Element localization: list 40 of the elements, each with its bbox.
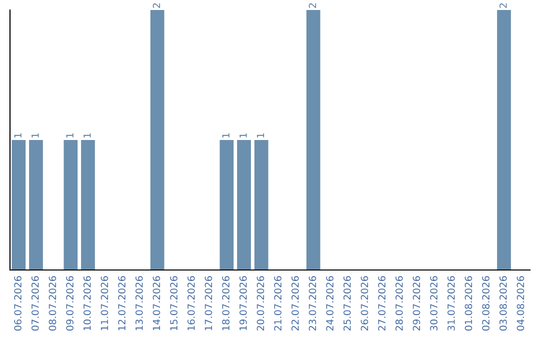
x-tick-label: 06.07.2026	[14, 276, 22, 331]
x-tick-label: 26.07.2026	[360, 276, 368, 331]
data-label: 1	[84, 133, 91, 138]
x-tick-label: 13.07.2026	[135, 276, 143, 330]
x-tick-label: 04.08.2026	[516, 276, 524, 331]
data-label: 1	[32, 133, 39, 138]
x-tick-label: 15.07.2026	[170, 276, 178, 330]
x-tick-label: 08.07.2026	[48, 276, 56, 331]
x-tick-label: 31.07.2026	[447, 276, 455, 330]
x-tick-label: 22.07.2026	[291, 276, 299, 331]
x-tick-label: 24.07.2026	[326, 276, 334, 331]
x-tick-label: 18.07.2026	[222, 276, 230, 330]
x-tick-label: 30.07.2026	[430, 276, 438, 330]
data-label: 1	[14, 133, 22, 138]
x-tick-label: 11.07.2026	[100, 276, 108, 330]
x-tick-label: 23.07.2026	[308, 276, 316, 331]
data-label: 2	[152, 3, 160, 8]
x-tick-label: 21.07.2026	[274, 276, 282, 331]
x-tick-label: 20.07.2026	[256, 276, 264, 331]
x-tick-label: 16.07.2026	[187, 276, 195, 330]
x-tick-label: 28.07.2026	[395, 276, 403, 331]
x-tick-label: 29.07.2026	[412, 276, 420, 331]
x-tick-label: 25.07.2026	[343, 276, 351, 331]
data-label: 2	[308, 3, 316, 8]
x-tick-label: 07.07.2026	[31, 276, 39, 331]
x-tick-label: 14.07.2026	[152, 276, 160, 330]
x-tick-label: 01.08.2026	[464, 276, 472, 331]
x-tick-label: 27.07.2026	[378, 276, 386, 331]
data-label: 2	[499, 3, 507, 8]
data-label: 1	[256, 133, 264, 138]
x-tick-label: 19.07.2026	[239, 276, 247, 330]
x-tick-label: 17.07.2026	[204, 276, 212, 330]
x-tick-label: 02.08.2026	[482, 276, 490, 331]
x-tick-label: 12.07.2026	[118, 276, 126, 330]
x-tick-label: 10.07.2026	[83, 276, 91, 330]
data-label: 1	[66, 133, 74, 138]
x-tick-label: 09.07.2026	[66, 276, 74, 331]
data-label: 1	[222, 133, 230, 138]
x-tick-label: 03.08.2026	[499, 276, 507, 331]
data-label: 1	[240, 133, 247, 138]
